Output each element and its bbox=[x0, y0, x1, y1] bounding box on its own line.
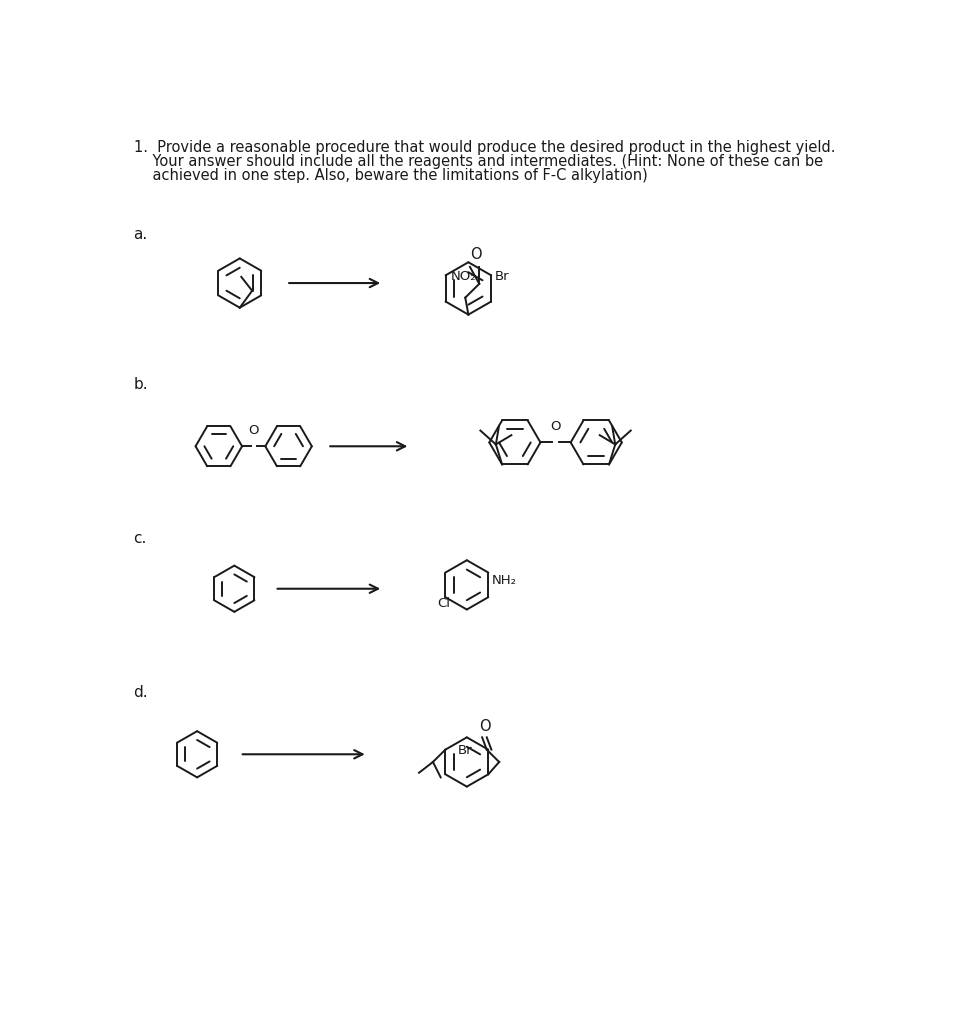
Text: Br: Br bbox=[495, 270, 510, 284]
Text: O: O bbox=[479, 719, 491, 734]
Text: Br: Br bbox=[458, 743, 473, 757]
Text: c.: c. bbox=[134, 531, 147, 546]
Text: a.: a. bbox=[134, 227, 147, 242]
Text: achieved in one step. Also, beware the limitations of F-C alkylation): achieved in one step. Also, beware the l… bbox=[134, 168, 647, 182]
Text: NH₂: NH₂ bbox=[491, 574, 517, 587]
Text: b.: b. bbox=[134, 377, 148, 392]
Text: d.: d. bbox=[134, 685, 148, 700]
Text: Cl: Cl bbox=[437, 597, 451, 610]
Text: O: O bbox=[550, 420, 561, 433]
Text: NO₂: NO₂ bbox=[451, 270, 477, 283]
Text: O: O bbox=[470, 247, 482, 262]
Text: 1.  Provide a reasonable procedure that would produce the desired product in the: 1. Provide a reasonable procedure that w… bbox=[134, 140, 835, 155]
Text: O: O bbox=[249, 424, 259, 437]
Text: Your answer should include all the reagents and intermediates. (Hint: None of th: Your answer should include all the reage… bbox=[134, 154, 823, 169]
